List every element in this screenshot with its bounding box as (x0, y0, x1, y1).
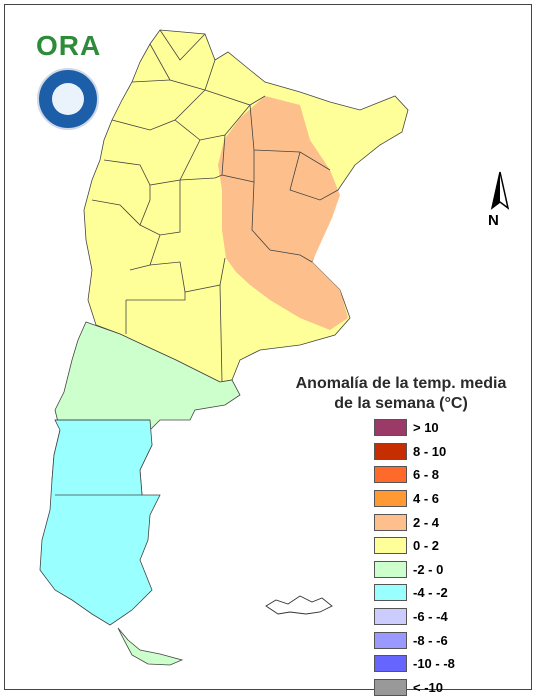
legend-item: -4 - -2 (374, 581, 455, 605)
legend-swatch (374, 560, 407, 578)
legend-item: 6 - 8 (374, 463, 455, 487)
legend-item: -6 - -4 (374, 605, 455, 629)
legend-label: 0 - 2 (413, 538, 440, 554)
legend: > 10 8 - 10 6 - 8 4 - 6 2 - 4 0 - 2 -2 - 0 -4 -… (374, 416, 455, 699)
legend-swatch (374, 631, 407, 649)
legend-item: 4 - 6 (374, 487, 455, 511)
province-borders (55, 29, 339, 496)
legend-swatch (374, 584, 407, 602)
legend-title-line2: de la semana (°C) (334, 395, 468, 412)
legend-swatch (374, 442, 407, 460)
legend-label: -10 - -8 (413, 656, 455, 672)
legend-item: < -10 (374, 676, 455, 699)
seal-center (52, 83, 84, 115)
legend-item: 0 - 2 (374, 534, 455, 558)
north-label: N (488, 212, 499, 229)
legend-label: 8 - 10 (413, 443, 447, 459)
legend-item: 8 - 10 (374, 440, 455, 464)
legend-title-line1: Anomalía de la temp. media (295, 375, 507, 392)
legend-label: 2 - 4 (413, 514, 440, 530)
legend-swatch (374, 466, 407, 484)
legend-item: 2 - 4 (374, 510, 455, 534)
region-tierra-del-fuego (117, 627, 184, 666)
legend-swatch (374, 608, 407, 626)
smn-seal (37, 68, 99, 130)
legend-label: -2 - 0 (413, 561, 444, 577)
legend-swatch (374, 537, 407, 555)
legend-swatch (374, 655, 407, 673)
region-islands (265, 595, 333, 615)
legend-swatch (374, 678, 407, 696)
region-south (39, 419, 161, 626)
ora-logo: ORA (36, 30, 102, 61)
legend-label: -4 - -2 (413, 585, 448, 601)
legend-title: Anomalía de la temp. media de la semana … (286, 374, 516, 414)
legend-swatch (374, 513, 407, 531)
legend-item: > 10 (374, 416, 455, 440)
legend-item: -2 - 0 (374, 558, 455, 582)
region-warm (218, 96, 348, 330)
legend-label: 6 - 8 (413, 467, 440, 483)
north-arrow-icon (490, 171, 510, 210)
legend-label: -6 - -4 (413, 609, 448, 625)
legend-label: -8 - -6 (413, 632, 448, 648)
legend-item: -8 - -6 (374, 628, 455, 652)
legend-swatch (374, 419, 407, 437)
legend-label: < -10 (413, 679, 443, 695)
legend-label: 4 - 6 (413, 491, 440, 507)
legend-swatch (374, 490, 407, 508)
legend-item: -10 - -8 (374, 652, 455, 676)
legend-label: > 10 (413, 420, 439, 436)
